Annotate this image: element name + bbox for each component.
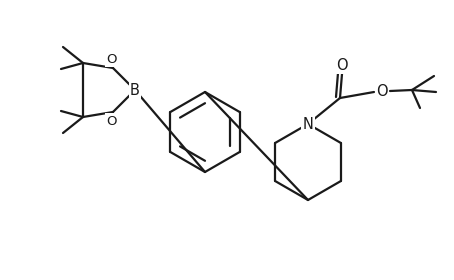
Text: N: N [302,116,313,132]
Text: O: O [106,115,116,127]
Text: B: B [130,83,140,97]
Text: O: O [336,57,348,73]
Text: O: O [106,53,116,66]
Text: O: O [376,83,388,99]
